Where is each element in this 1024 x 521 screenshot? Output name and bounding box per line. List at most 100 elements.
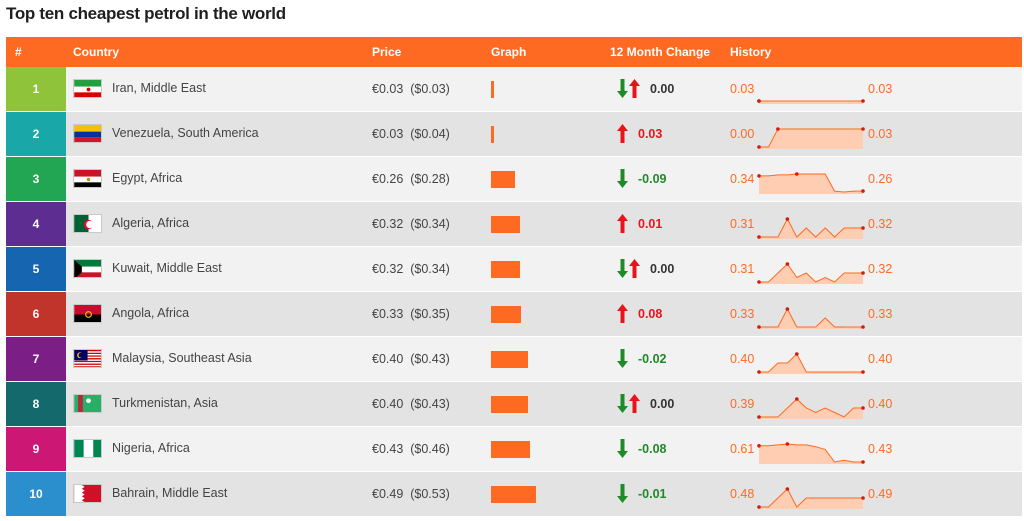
history-sparkline bbox=[757, 480, 865, 515]
sparkline-point bbox=[785, 307, 790, 311]
table-row[interactable]: 6 Angola, Africa €0.33 ($0.35) 0.08 0.33 0.33 bbox=[6, 292, 1022, 337]
rank-cell: 4 bbox=[6, 202, 66, 246]
change-arrows bbox=[617, 349, 628, 368]
price-value: €0.32 ($0.34) bbox=[372, 217, 450, 231]
header-price[interactable]: Price bbox=[372, 45, 402, 59]
history-end: 0.40 bbox=[868, 352, 893, 366]
price-bar bbox=[491, 486, 536, 503]
header-country[interactable]: Country bbox=[73, 45, 119, 59]
country-name[interactable]: Nigeria, Africa bbox=[112, 441, 190, 455]
history-end: 0.33 bbox=[868, 307, 893, 321]
sparkline-point bbox=[785, 487, 790, 491]
sparkline-line bbox=[759, 128, 863, 148]
sparkline-point bbox=[861, 189, 865, 193]
history-start: 0.39 bbox=[730, 397, 755, 411]
table-row[interactable]: 9 Nigeria, Africa €0.43 ($0.46) -0.08 0.61 0.… bbox=[6, 427, 1022, 472]
price-bar bbox=[491, 171, 515, 188]
history-end: 0.49 bbox=[868, 487, 893, 501]
sparkline-point bbox=[757, 370, 761, 374]
sparkline-point bbox=[861, 127, 865, 131]
table-row[interactable]: 5 Kuwait, Middle East €0.32 ($0.34) 0.00 0.3… bbox=[6, 247, 1022, 292]
country-name[interactable]: Iran, Middle East bbox=[112, 81, 206, 95]
table-row[interactable]: 3 Egypt, Africa €0.26 ($0.28) -0.09 0.34 0.26 bbox=[6, 157, 1022, 202]
change-arrows bbox=[617, 124, 628, 143]
flag-venezuela-icon bbox=[73, 124, 102, 143]
sparkline-line bbox=[759, 353, 863, 373]
price-value: €0.03 ($0.04) bbox=[372, 127, 450, 141]
history-sparkline bbox=[757, 435, 865, 470]
change-value: -0.09 bbox=[638, 172, 667, 186]
header-history: History bbox=[730, 45, 772, 59]
page-title: Top ten cheapest petrol in the world bbox=[6, 4, 286, 23]
price-value: €0.40 ($0.43) bbox=[372, 352, 450, 366]
sparkline-point bbox=[757, 99, 761, 103]
table-row[interactable]: 7 Malaysia, Southeast Asia €0.40 ($0.43) -0… bbox=[6, 337, 1022, 382]
sparkline-point bbox=[795, 352, 799, 356]
price-value: €0.26 ($0.28) bbox=[372, 172, 450, 186]
country-name[interactable]: Bahrain, Middle East bbox=[112, 486, 228, 500]
sparkline-point bbox=[861, 226, 865, 230]
country-name[interactable]: Malaysia, Southeast Asia bbox=[112, 351, 252, 365]
table-row[interactable]: 8 Turkmenistan, Asia €0.40 ($0.43) 0.00 0.39… bbox=[6, 382, 1022, 427]
sparkline-point bbox=[757, 505, 761, 509]
change-value: -0.02 bbox=[638, 352, 667, 366]
rank-cell: 1 bbox=[6, 67, 66, 111]
country-name[interactable]: Algeria, Africa bbox=[112, 216, 190, 230]
history-end: 0.26 bbox=[868, 172, 893, 186]
price-bar bbox=[491, 441, 530, 458]
sparkline-line bbox=[759, 217, 863, 238]
sparkline-area bbox=[759, 444, 863, 464]
change-value: 0.00 bbox=[650, 262, 675, 276]
sparkline-area bbox=[759, 101, 863, 104]
change-arrows bbox=[617, 304, 628, 323]
country-name[interactable]: Venezuela, South America bbox=[112, 126, 259, 140]
history-sparkline bbox=[757, 210, 865, 245]
header-change[interactable]: 12 Month Change bbox=[610, 45, 711, 59]
arrow-down-icon bbox=[617, 484, 628, 503]
price-bar bbox=[491, 351, 528, 368]
sparkline-point bbox=[861, 406, 865, 410]
sparkline-point bbox=[757, 280, 761, 284]
table-row[interactable]: 2 Venezuela, South America €0.03 ($0.04) 0.… bbox=[6, 112, 1022, 157]
sparkline-area bbox=[759, 219, 863, 239]
country-name[interactable]: Egypt, Africa bbox=[112, 171, 183, 185]
sparkline-line bbox=[759, 263, 863, 283]
rank-cell: 2 bbox=[6, 112, 66, 156]
country-name[interactable]: Kuwait, Middle East bbox=[112, 261, 222, 275]
arrow-up-icon bbox=[617, 124, 628, 143]
rank-cell: 7 bbox=[6, 337, 66, 381]
flag-algeria-icon bbox=[73, 214, 102, 233]
table-row[interactable]: 10 Bahrain, Middle East €0.49 ($0.53) -0.01… bbox=[6, 472, 1022, 517]
history-start: 0.33 bbox=[730, 307, 755, 321]
history-end: 0.43 bbox=[868, 442, 893, 456]
flag-angola-icon bbox=[73, 304, 102, 323]
history-end: 0.32 bbox=[868, 217, 893, 231]
table-row[interactable]: 1 Iran, Middle East €0.03 ($0.03) 0.00 0.03 0… bbox=[6, 67, 1022, 112]
history-start: 0.31 bbox=[730, 217, 755, 231]
history-start: 0.34 bbox=[730, 172, 755, 186]
history-start: 0.61 bbox=[730, 442, 755, 456]
history-end: 0.40 bbox=[868, 397, 893, 411]
sparkline-line bbox=[759, 443, 863, 463]
price-bar bbox=[491, 396, 528, 413]
country-name[interactable]: Angola, Africa bbox=[112, 306, 190, 320]
rank-cell: 10 bbox=[6, 472, 66, 516]
change-arrows bbox=[617, 439, 628, 458]
history-start: 0.31 bbox=[730, 262, 755, 276]
sparkline-point bbox=[757, 415, 761, 419]
history-end: 0.03 bbox=[868, 82, 893, 96]
sparkline-area bbox=[759, 129, 863, 149]
sparkline-point bbox=[861, 271, 865, 275]
history-start: 0.40 bbox=[730, 352, 755, 366]
arrow-up-icon bbox=[629, 259, 640, 278]
table-row[interactable]: 4 Algeria, Africa €0.32 ($0.34) 0.01 0.31 0.3… bbox=[6, 202, 1022, 247]
sparkline-point bbox=[861, 460, 865, 464]
flag-malaysia-icon bbox=[73, 349, 102, 368]
country-name[interactable]: Turkmenistan, Asia bbox=[112, 396, 218, 410]
change-arrows bbox=[617, 214, 628, 233]
history-start: 0.48 bbox=[730, 487, 755, 501]
change-arrows bbox=[617, 394, 640, 413]
sparkline-point bbox=[776, 127, 780, 131]
flag-turkmenistan-icon bbox=[73, 394, 102, 413]
history-sparkline bbox=[757, 165, 865, 200]
